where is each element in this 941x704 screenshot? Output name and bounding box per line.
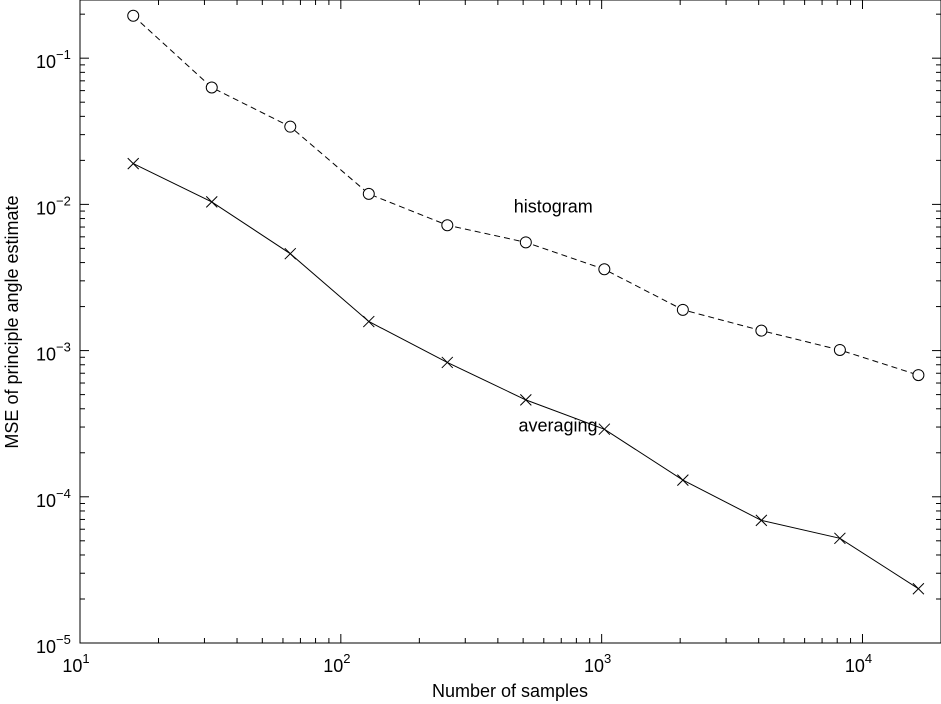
x-axis-label: Number of samples: [432, 681, 588, 701]
x-tick-label-base: 10: [584, 656, 604, 676]
y-tick-label-base: 10: [36, 637, 56, 657]
y-tick-label-base: 10: [36, 198, 56, 218]
x-marker-stroke: [598, 423, 611, 436]
y-tick-label: 10−1: [36, 47, 71, 72]
data-point-histogram: [284, 120, 297, 133]
y-tick-label-base: 10: [36, 491, 56, 511]
y-tick-label-exponent: −1: [56, 47, 71, 62]
data-point-averaging: [441, 356, 454, 369]
y-tick-label: 10−2: [36, 193, 71, 218]
y-tick-label-exponent: −4: [56, 486, 71, 501]
x-tick-label: 102: [323, 651, 350, 676]
data-point-averaging: [362, 315, 375, 328]
x-marker-stroke: [441, 356, 454, 369]
y-tick-label-exponent: −2: [56, 193, 71, 208]
data-point-averaging: [755, 514, 768, 527]
x-marker-stroke: [677, 474, 689, 486]
data-point-averaging: [127, 157, 140, 170]
y-tick-label: 10−4: [36, 486, 71, 511]
x-marker-stroke: [284, 247, 297, 260]
y-tick-label-exponent: −5: [56, 632, 71, 647]
series-layer: [127, 9, 925, 595]
y-tick-label-base: 10: [36, 345, 56, 365]
x-marker-stroke: [205, 196, 218, 208]
x-tick-label: 104: [845, 651, 872, 676]
data-point-histogram: [362, 187, 375, 200]
data-point-averaging: [834, 532, 846, 545]
data-point-histogram: [912, 369, 925, 382]
x-tick-label-base: 10: [323, 656, 343, 676]
data-point-histogram: [598, 263, 611, 276]
data-point-averaging: [284, 247, 297, 260]
y-tick-label: 10−3: [36, 340, 71, 365]
data-point-averaging: [677, 474, 689, 486]
x-tick-label-exponent: 3: [604, 651, 611, 666]
annotation-histogram: histogram: [514, 197, 593, 217]
data-point-averaging: [205, 196, 218, 208]
y-tick-label-exponent: −3: [56, 340, 71, 355]
x-tick-label-base: 10: [62, 656, 82, 676]
y-axis-label: MSE of principle angle estimate: [2, 195, 22, 448]
x-marker-stroke: [755, 514, 768, 527]
data-point-histogram: [127, 9, 140, 22]
y-tick-label-base: 10: [36, 52, 56, 72]
data-point-averaging: [598, 423, 611, 436]
data-point-histogram: [519, 236, 532, 249]
x-marker-stroke: [127, 157, 140, 170]
x-tick-label-exponent: 4: [865, 651, 872, 666]
data-point-histogram: [441, 219, 454, 232]
data-point-averaging: [912, 582, 925, 595]
annotation-layer: histogram averaging: [514, 197, 598, 436]
x-marker-stroke: [912, 582, 925, 595]
data-point-histogram: [676, 303, 689, 316]
data-point-histogram: [205, 81, 218, 94]
data-point-histogram: [833, 343, 846, 356]
x-tick-label-base: 10: [845, 656, 865, 676]
data-point-averaging: [519, 394, 532, 406]
x-marker-stroke: [362, 315, 375, 328]
y-tick-label: 10−5: [36, 632, 71, 657]
plot-area: [79, 0, 941, 644]
x-tick-label: 103: [584, 651, 611, 676]
x-tick-label-exponent: 2: [343, 651, 350, 666]
annotation-averaging: averaging: [519, 415, 598, 435]
x-marker-stroke: [834, 532, 846, 545]
x-tick-label: 101: [62, 651, 89, 676]
x-tick-label-exponent: 1: [82, 651, 89, 666]
data-point-histogram: [755, 324, 768, 337]
x-marker-stroke: [519, 394, 532, 406]
